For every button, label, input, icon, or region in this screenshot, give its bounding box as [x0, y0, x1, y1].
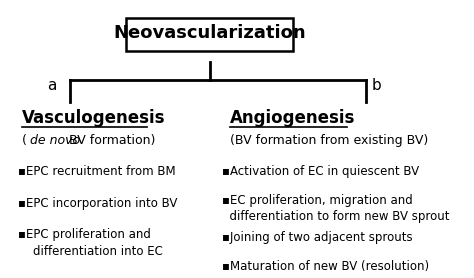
Text: Angiogenesis: Angiogenesis [230, 109, 356, 127]
Text: (BV formation from existing BV): (BV formation from existing BV) [230, 134, 428, 147]
Text: Neovascularization: Neovascularization [113, 24, 306, 42]
Text: ▪EPC proliferation and
    differentiation into EC: ▪EPC proliferation and differentiation i… [18, 228, 163, 258]
Text: ▪Maturation of new BV (resolution): ▪Maturation of new BV (resolution) [222, 260, 429, 273]
Text: a: a [46, 78, 56, 93]
Text: Vasculogenesis: Vasculogenesis [22, 109, 166, 127]
Text: ▪EPC incorporation into BV: ▪EPC incorporation into BV [18, 197, 177, 210]
Text: BV formation): BV formation) [64, 134, 155, 147]
Text: ▪EC proliferation, migration and
  differentiation to form new BV sprout: ▪EC proliferation, migration and differe… [222, 194, 449, 224]
Text: de novo: de novo [30, 134, 80, 147]
FancyBboxPatch shape [126, 18, 293, 51]
Text: b: b [371, 78, 381, 93]
Text: ▪Joining of two adjacent sprouts: ▪Joining of two adjacent sprouts [222, 231, 413, 244]
Text: ▪EPC recruitment from BM: ▪EPC recruitment from BM [18, 165, 176, 178]
Text: ▪Activation of EC in quiescent BV: ▪Activation of EC in quiescent BV [222, 165, 419, 178]
Text: (: ( [22, 134, 27, 147]
